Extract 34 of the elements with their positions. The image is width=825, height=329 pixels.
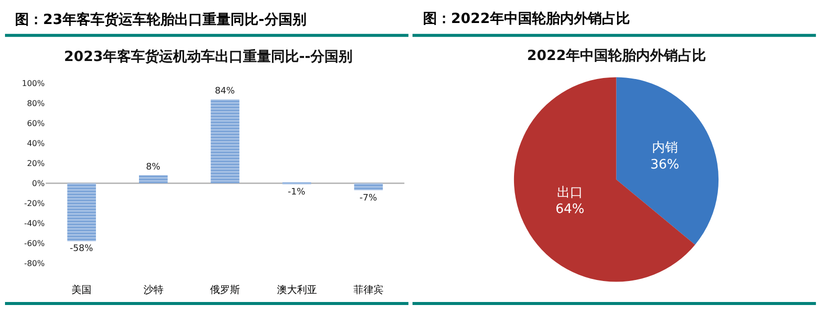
y-tick-label: -60% xyxy=(24,239,46,248)
data-label: 64% xyxy=(556,202,584,218)
data-label: 36% xyxy=(650,158,680,173)
chart-subtitle: 2023年客车货运机动车出口重量同比--分国别 xyxy=(64,48,353,65)
x-tick-label: 美国 xyxy=(72,284,92,296)
chart-subtitle: 2022年中国轮胎内外销占比 xyxy=(527,48,706,64)
y-tick-label: -20% xyxy=(24,199,46,208)
data-label: -7% xyxy=(360,193,378,204)
data-label: 84% xyxy=(214,86,236,96)
y-tick-label: 40% xyxy=(26,139,46,148)
slice-label: 出口 xyxy=(556,185,583,200)
pie-slice xyxy=(514,77,696,282)
y-tick-label: 60% xyxy=(26,119,46,128)
data-label: -58% xyxy=(70,244,94,254)
slice-label: 内销 xyxy=(652,140,678,156)
y-tick-label: 20% xyxy=(26,159,46,168)
bar xyxy=(210,99,240,184)
y-tick-label: 100% xyxy=(22,79,46,88)
chart-title: 图：2022年中国轮胎内外销占比 xyxy=(423,11,630,27)
y-tick-label: 80% xyxy=(26,99,46,108)
y-tick-label: -40% xyxy=(24,219,46,228)
x-tick-label: 俄罗斯 xyxy=(210,284,240,296)
pie-slice xyxy=(616,77,718,245)
x-tick-label: 沙特 xyxy=(143,284,164,296)
bar xyxy=(354,183,383,190)
bar xyxy=(138,175,168,184)
y-tick-label: -80% xyxy=(24,259,46,268)
data-label: -1% xyxy=(288,187,306,198)
data-label: 8% xyxy=(146,162,161,172)
x-tick-label: 菲律宾 xyxy=(353,284,384,296)
y-tick-label: 0% xyxy=(32,179,46,188)
bar xyxy=(67,183,96,242)
x-tick-label: 澳大利亚 xyxy=(276,284,317,296)
chart-title: 图：23年客车货运车轮胎出口重量同比-分国别 xyxy=(15,11,306,28)
